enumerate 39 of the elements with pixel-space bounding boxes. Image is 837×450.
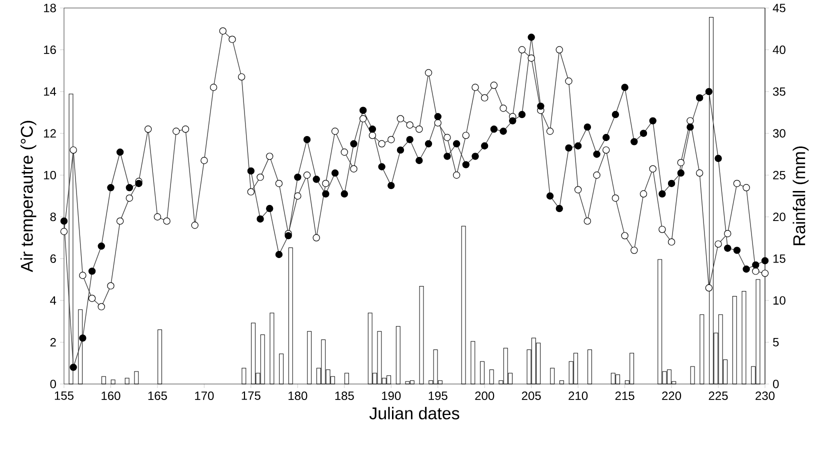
- y-tick-label: 6: [50, 254, 56, 263]
- x-tick-label: 180: [288, 392, 308, 400]
- y2-tick-label: 15: [773, 254, 786, 263]
- x-tick-label: 220: [662, 392, 682, 400]
- x-tick-label: 155: [54, 392, 74, 400]
- y2-tick-label: 10: [773, 296, 786, 305]
- y-tick-label: 12: [44, 129, 56, 138]
- y2-tick-label: 25: [773, 170, 786, 180]
- y-tick-label: 2: [50, 338, 56, 346]
- y-tick-label: 14: [44, 87, 56, 96]
- x-tick-label: 175: [242, 392, 260, 400]
- y-tick-label: 8: [50, 212, 56, 222]
- y-tick-label: 4: [50, 296, 56, 305]
- y-tick-label: 16: [44, 46, 56, 54]
- y2-axis-title: Rainfall (mm): [792, 146, 809, 246]
- x-tick-label: 170: [195, 392, 214, 400]
- y2-tick-label: 35: [772, 87, 786, 96]
- x-tick-label: 185: [335, 392, 354, 400]
- y-axis-title: Air temperautre (°C): [20, 120, 36, 272]
- x-axis-title: Julian dates: [369, 406, 460, 420]
- x-tick-label: 160: [102, 392, 120, 400]
- x-tick-label: 210: [568, 392, 588, 400]
- x-tick-label: 215: [615, 392, 634, 400]
- y2-tick-label: 40: [772, 46, 786, 54]
- x-tick-label: 225: [708, 392, 728, 400]
- x-tick-label: 230: [756, 392, 775, 400]
- x-tick-label: 200: [475, 392, 494, 400]
- x-tick-label: 190: [382, 392, 401, 400]
- y2-tick-label: 5: [773, 338, 779, 346]
- x-tick-label: 205: [522, 392, 541, 400]
- y2-tick-label: 0: [773, 380, 779, 388]
- y2-tick-label: 45: [772, 4, 786, 12]
- y-tick-label: 18: [44, 4, 56, 12]
- x-tick-label: 165: [148, 392, 167, 400]
- y2-tick-label: 20: [773, 212, 786, 222]
- y2-tick-label: 30: [772, 129, 786, 138]
- x-tick-label: 195: [428, 392, 448, 400]
- y-tick-label: 10: [44, 170, 56, 180]
- y-tick-label: 0: [50, 380, 56, 388]
